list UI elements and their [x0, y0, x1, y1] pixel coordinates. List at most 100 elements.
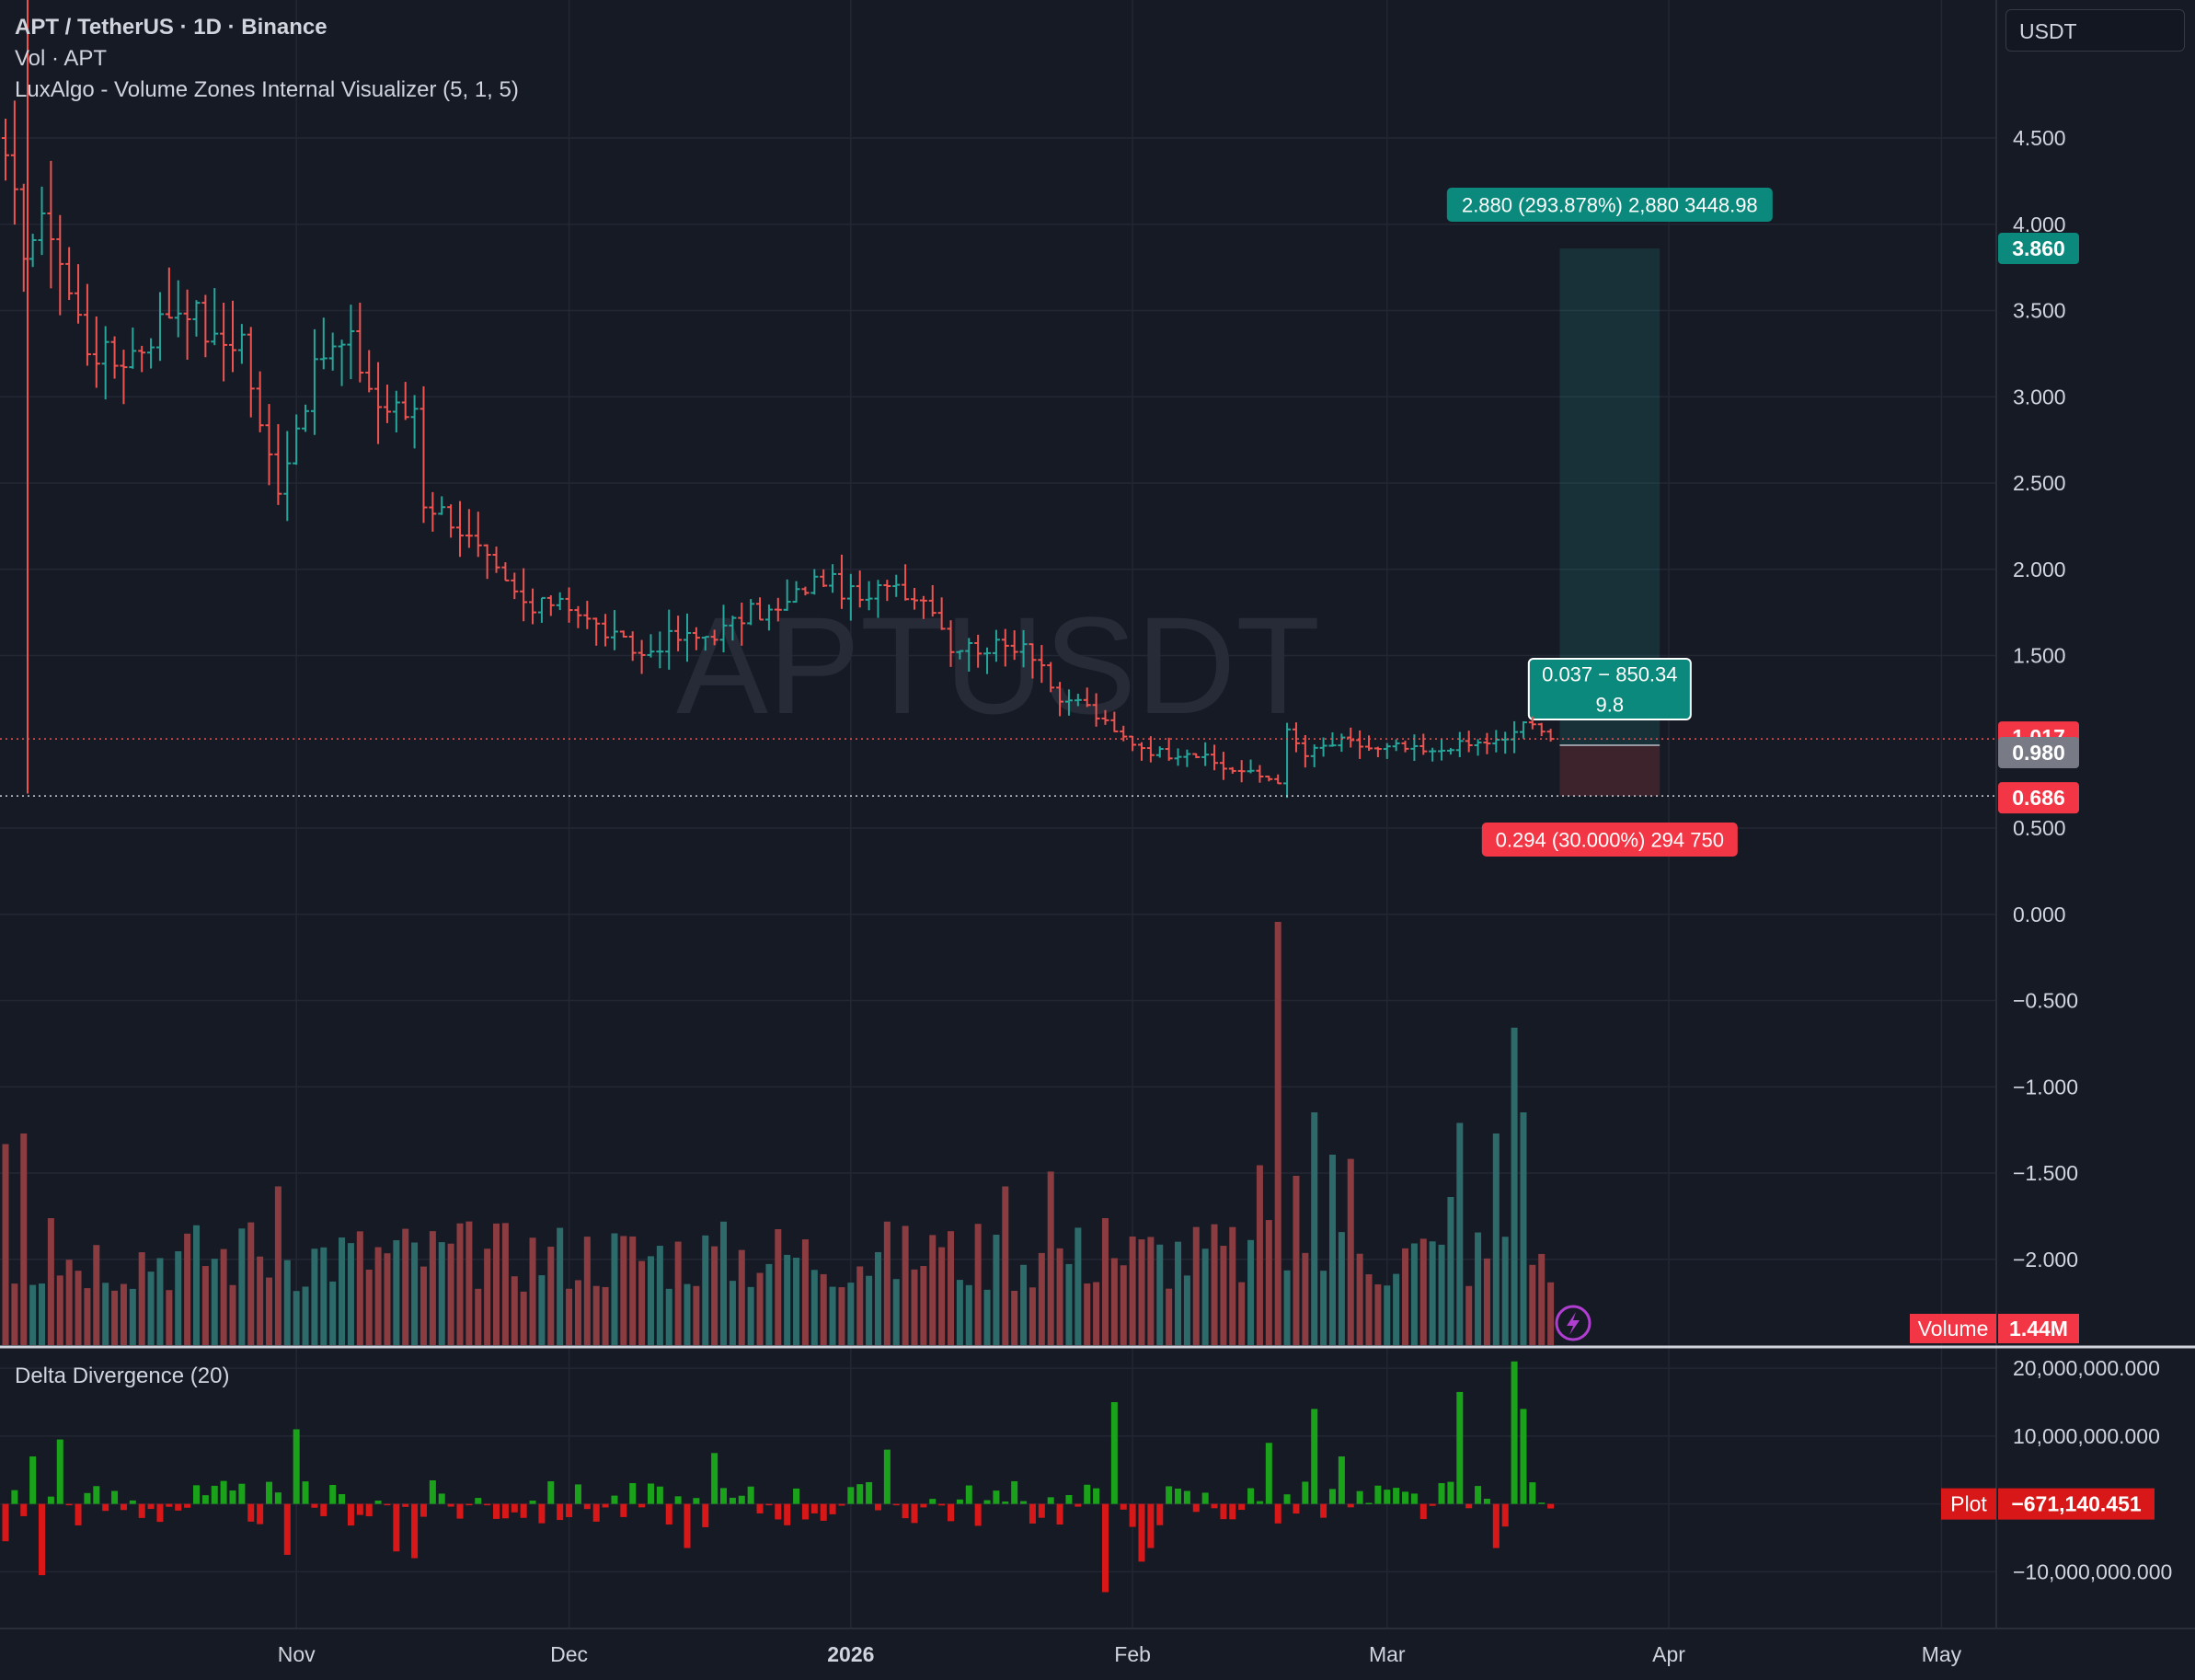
candle	[438, 496, 446, 515]
delta-bar	[993, 1490, 1000, 1504]
delta-bar	[1501, 1503, 1509, 1527]
volume-bar	[529, 1237, 536, 1345]
candle	[846, 573, 855, 621]
volume-bar	[1084, 1283, 1091, 1345]
candle	[302, 404, 310, 432]
volume-bar	[557, 1227, 564, 1345]
candle	[1110, 711, 1119, 732]
candle	[837, 554, 845, 609]
volume-bar	[1238, 1282, 1246, 1345]
delta-bar	[775, 1503, 782, 1520]
volume-bar	[493, 1223, 500, 1345]
candle	[874, 580, 882, 618]
entry-price-badge: 0.980	[2012, 741, 2065, 765]
volume-bar	[629, 1236, 637, 1345]
volume-legend[interactable]: Vol · APT	[15, 46, 108, 71]
long-position-tool[interactable]: 2.880 (293.878%) 2,880 3448.98 0.294 (30.…	[1446, 188, 1773, 857]
delta-bar	[583, 1503, 591, 1510]
candle	[1383, 742, 1391, 759]
delta-divergence-bars	[2, 1361, 1555, 1593]
volume-bar	[911, 1269, 918, 1345]
volume-bar	[1110, 1258, 1118, 1345]
volume-bar	[1365, 1274, 1373, 1345]
delta-bar	[102, 1503, 109, 1512]
delta-bar	[983, 1500, 991, 1504]
delta-bar	[1465, 1503, 1473, 1509]
delta-bar	[793, 1488, 800, 1504]
candle	[583, 601, 592, 629]
volume-bar	[965, 1284, 972, 1345]
volume-bar	[247, 1222, 255, 1345]
delta-bar	[1393, 1488, 1400, 1504]
volume-bar	[983, 1289, 991, 1345]
volume-bar	[602, 1286, 609, 1345]
candle	[256, 371, 264, 432]
volume-bar	[1166, 1288, 1173, 1345]
volume-bar	[39, 1283, 46, 1345]
candle	[1256, 765, 1264, 783]
delta-bar	[56, 1439, 63, 1504]
delta-bar	[729, 1497, 736, 1504]
delta-bar	[1483, 1499, 1490, 1504]
volume-bar	[520, 1291, 527, 1345]
delta-bar	[965, 1485, 972, 1504]
delta-bar	[557, 1503, 564, 1521]
currency-selector[interactable]: USDT	[2005, 9, 2185, 52]
volume-bar	[1029, 1287, 1036, 1345]
candle	[1347, 727, 1355, 748]
volume-bar	[1011, 1291, 1018, 1345]
symbol-legend[interactable]: APT / TetherUS · 1D · Binance	[15, 15, 328, 40]
candle	[328, 332, 337, 371]
volume-bar	[411, 1242, 419, 1345]
delta-bar	[747, 1486, 754, 1504]
candle	[56, 214, 64, 316]
candle	[401, 382, 409, 420]
delta-bar	[665, 1503, 672, 1525]
candle	[1392, 739, 1400, 752]
volume-bar	[1529, 1264, 1536, 1345]
stop-price-badge: 0.686	[2012, 786, 2065, 810]
candle	[1274, 774, 1282, 785]
indicator-legend[interactable]: LuxAlgo - Volume Zones Internal Visualiz…	[15, 77, 519, 102]
delta-divergence-legend[interactable]: Delta Divergence (20)	[15, 1364, 230, 1388]
volume-bar	[138, 1252, 145, 1345]
entry-price-badge-bg	[1998, 737, 2079, 769]
delta-bar	[620, 1503, 627, 1517]
candle	[1120, 725, 1128, 742]
delta-bar	[1475, 1486, 1482, 1504]
candle	[65, 247, 74, 301]
stop-label-text: 0.294 (30.000%) 294 750	[1496, 829, 1724, 852]
candle	[883, 580, 891, 602]
volume-bar	[147, 1272, 155, 1345]
volume-bar	[1465, 1285, 1473, 1345]
delta-bar	[1129, 1503, 1136, 1527]
axis-labels: 4.500 4.000 3.500 3.000 2.500 2.000 1.500 0.500…	[278, 126, 2173, 1666]
delta-bar	[1347, 1503, 1354, 1508]
volume-bar	[1429, 1241, 1436, 1345]
delta-bar	[39, 1503, 46, 1576]
candle	[1165, 737, 1173, 761]
candle	[747, 599, 755, 626]
candle	[2, 118, 9, 181]
volume-bar	[2, 1144, 9, 1345]
axes	[0, 0, 2195, 1629]
candle	[1283, 722, 1292, 799]
volume-bar	[747, 1286, 754, 1345]
candle	[192, 300, 201, 337]
delta-bar	[1047, 1497, 1054, 1504]
candle	[937, 597, 946, 630]
candle	[783, 579, 791, 611]
candle	[1138, 742, 1145, 761]
volume-bar	[1347, 1158, 1354, 1345]
candle	[75, 264, 83, 324]
delta-bar	[874, 1503, 881, 1511]
candle	[983, 647, 992, 674]
volume-bar	[1447, 1197, 1454, 1345]
volume-bar	[1456, 1122, 1464, 1345]
delta-bar	[1429, 1503, 1436, 1506]
candle	[1211, 744, 1219, 771]
delta-bar	[192, 1485, 200, 1504]
candle	[965, 638, 973, 673]
price-candles[interactable]	[2, 0, 1555, 799]
